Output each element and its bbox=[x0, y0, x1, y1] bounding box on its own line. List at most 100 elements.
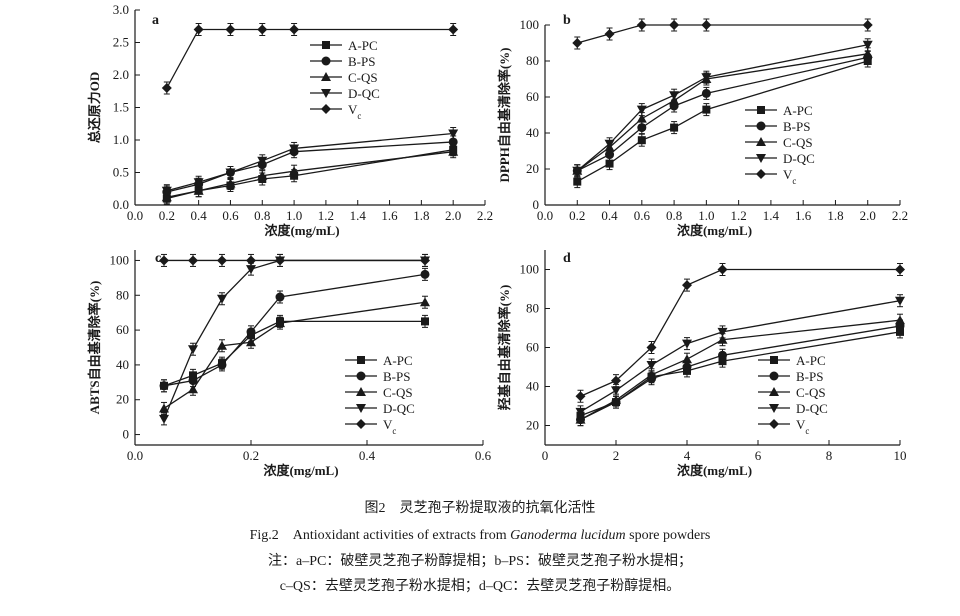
x-tick-label: 0.2 bbox=[159, 208, 175, 223]
x-tick-label: 1.8 bbox=[413, 208, 429, 223]
legend-marker bbox=[769, 404, 779, 413]
data-point bbox=[717, 264, 728, 275]
data-point bbox=[289, 144, 300, 154]
data-point bbox=[682, 339, 692, 349]
legend-marker bbox=[356, 387, 366, 396]
data-point bbox=[159, 255, 169, 266]
legend-label: C-QS bbox=[383, 385, 413, 400]
series-vc bbox=[161, 23, 459, 95]
legend-label: A-PC bbox=[783, 103, 813, 118]
x-tick-label: 6 bbox=[755, 448, 762, 463]
data-point bbox=[701, 20, 712, 30]
y-tick-label: 60 bbox=[526, 89, 539, 104]
legend-marker bbox=[321, 56, 331, 66]
x-tick-label: 4 bbox=[684, 448, 691, 463]
legend-label: B-PS bbox=[383, 369, 410, 384]
data-point bbox=[573, 177, 582, 186]
series-cqs bbox=[575, 313, 905, 427]
data-point bbox=[611, 375, 621, 386]
legend-label-subscript: c bbox=[792, 176, 796, 186]
series-line bbox=[580, 325, 901, 421]
series-dqc bbox=[161, 127, 459, 198]
data-point bbox=[420, 255, 430, 266]
caption-en-prefix: Fig.2 Antioxidant activities of extracts… bbox=[249, 528, 511, 543]
y-tick-label: 0 bbox=[123, 427, 130, 442]
y-tick-label: 0.0 bbox=[113, 197, 129, 212]
x-tick-label: 0.6 bbox=[475, 448, 492, 463]
y-tick-label: 20 bbox=[526, 161, 539, 176]
data-point bbox=[225, 24, 236, 35]
x-tick-label: 0.6 bbox=[222, 208, 239, 223]
caption-note-line-1: 注：a–PC：破壁灵芝孢子粉醇提相；b–PS：破壁灵芝孢子粉水提相； bbox=[268, 554, 692, 569]
legend-marker bbox=[756, 137, 766, 146]
y-tick-label: 2.0 bbox=[113, 67, 129, 82]
data-point bbox=[217, 340, 227, 350]
data-point bbox=[605, 159, 614, 168]
data-point bbox=[611, 395, 621, 405]
series-line bbox=[577, 24, 868, 44]
chart-panel-a: 0.0 0.2 0.4 0.6 0.8 1.0 1.2 1.4 1.6 1.8 2.0 2.2 0.0 0… bbox=[87, 2, 493, 238]
y-tick-label: 80 bbox=[116, 287, 129, 302]
series-line bbox=[166, 28, 454, 89]
data-point bbox=[448, 129, 459, 139]
legend-marker bbox=[356, 404, 366, 413]
data-point bbox=[159, 403, 169, 413]
data-point bbox=[637, 123, 647, 133]
legend-marker bbox=[757, 106, 765, 114]
data-point bbox=[895, 296, 905, 306]
x-tick-label: 2 bbox=[613, 448, 620, 463]
panel-letter: a bbox=[152, 13, 159, 28]
series-line bbox=[580, 319, 901, 421]
y-tick-label: 60 bbox=[116, 322, 129, 337]
series-apc bbox=[162, 143, 458, 205]
y-tick-label: 40 bbox=[526, 125, 539, 140]
y-tick-label: 1.0 bbox=[113, 132, 129, 147]
y-tick-label: 80 bbox=[526, 301, 539, 316]
series-apc bbox=[576, 325, 904, 423]
data-point bbox=[895, 315, 905, 325]
series-line bbox=[576, 53, 868, 172]
data-point bbox=[575, 407, 586, 417]
data-point bbox=[275, 318, 285, 328]
series-dqc bbox=[572, 38, 873, 178]
series-vc bbox=[575, 263, 905, 403]
data-point bbox=[257, 24, 268, 35]
series-cqs bbox=[161, 145, 459, 204]
x-tick-label: 0.4 bbox=[359, 448, 376, 463]
data-point bbox=[862, 48, 873, 58]
series-line bbox=[576, 60, 868, 183]
data-point bbox=[637, 136, 646, 145]
data-point bbox=[718, 350, 727, 360]
data-point bbox=[289, 166, 300, 176]
data-point bbox=[636, 20, 647, 30]
legend-marker bbox=[756, 121, 766, 131]
legend-label-subscript: c bbox=[357, 111, 361, 121]
y-axis-title: 总还原力OD bbox=[87, 72, 102, 144]
figure-caption-chinese: 图2 灵芝孢子粉提取液的抗氧化活性 bbox=[364, 501, 596, 516]
y-tick-label: 100 bbox=[110, 252, 130, 267]
y-tick-label: 0 bbox=[533, 197, 540, 212]
data-point bbox=[604, 139, 615, 149]
x-tick-label: 0.0 bbox=[127, 448, 143, 463]
legend-label: Vc bbox=[796, 417, 809, 436]
series-vc bbox=[159, 253, 430, 267]
x-tick-label: 0.4 bbox=[191, 208, 208, 223]
data-point bbox=[682, 354, 692, 364]
data-point bbox=[225, 178, 236, 188]
caption-en-species: Ganoderma lucidum bbox=[510, 528, 626, 543]
data-point bbox=[572, 38, 583, 48]
x-tick-label: 1.2 bbox=[731, 208, 747, 223]
data-point bbox=[257, 170, 268, 180]
series-line bbox=[166, 151, 454, 198]
chart-panel-c: 0.0 0.2 0.4 0.6 0 20 40 60 80 100 浓度(mg/mL) ABTS自由基… bbox=[87, 250, 492, 478]
data-point bbox=[895, 264, 905, 275]
x-tick-label: 1.6 bbox=[795, 208, 812, 223]
x-axis-title: 浓度(mg/mL) bbox=[263, 463, 338, 478]
legend-label: B-PS bbox=[348, 54, 375, 69]
legend-marker bbox=[356, 419, 366, 429]
series-line bbox=[166, 141, 454, 193]
data-point bbox=[421, 317, 429, 326]
data-point bbox=[862, 40, 873, 50]
caption-note-line-2: c–QS：去壁灵芝孢子粉水提相；d–QC：去壁灵芝孢子粉醇提相。 bbox=[279, 579, 681, 594]
